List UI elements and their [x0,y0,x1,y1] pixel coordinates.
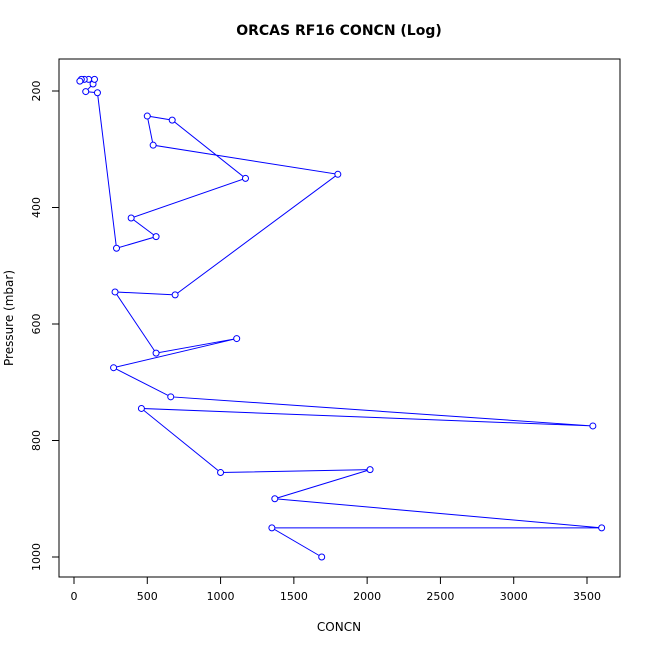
y-tick-label: 800 [30,430,43,451]
data-point [110,364,118,372]
data-point [589,422,597,430]
data-point [91,75,99,83]
data-point [111,288,119,296]
x-tick-label: 0 [71,590,78,603]
x-tick-label: 500 [137,590,158,603]
data-point [268,524,276,532]
plot-frame [58,58,621,578]
data-point [233,335,241,343]
data-point [598,524,606,532]
data-point [76,77,84,85]
series-points [76,75,606,561]
data-point [334,170,342,178]
x-tick-label: 1500 [280,590,308,603]
data-point [149,141,157,149]
data-point [171,291,179,299]
y-axis-ticks: 200 400 600 800 1000 [30,81,59,571]
data-point [137,404,145,412]
data-point [271,495,279,503]
y-tick-label: 400 [30,197,43,218]
x-axis-ticks: 0 500 1000 1500 2000 2500 3000 3500 [71,577,601,603]
data-point [241,174,249,182]
data-point [366,466,374,474]
data-point [113,244,121,252]
x-tick-label: 2000 [353,590,381,603]
data-point [167,393,175,401]
data-point [318,553,326,561]
chart-title: ORCAS RF16 CONCN (Log) [236,23,442,39]
data-point [82,88,90,96]
x-tick-label: 1000 [207,590,235,603]
y-tick-label: 1000 [30,543,43,571]
y-axis-label: Pressure (mbar) [2,270,16,366]
y-tick-label: 600 [30,314,43,335]
data-point [152,349,160,357]
data-point [217,469,225,477]
x-axis-label: CONCN [317,620,361,634]
data-point [127,214,135,222]
x-tick-label: 3500 [573,590,601,603]
data-point [143,112,151,120]
x-tick-label: 3000 [500,590,528,603]
x-tick-label: 2500 [426,590,454,603]
data-point [168,116,176,124]
y-tick-label: 200 [30,81,43,102]
data-point [93,89,101,97]
data-point [152,233,160,241]
